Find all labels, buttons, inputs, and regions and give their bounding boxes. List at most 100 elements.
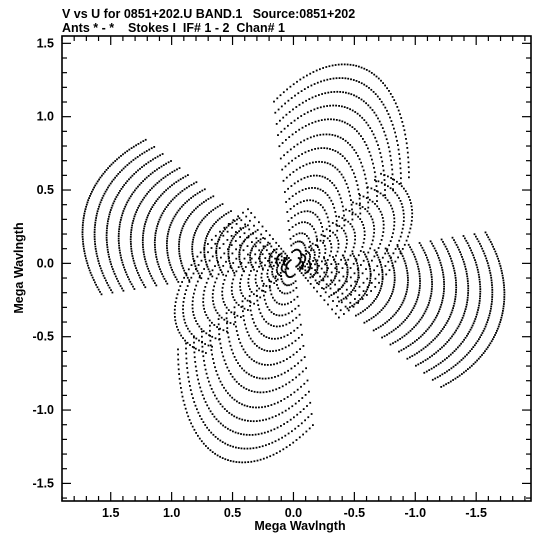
uv-point <box>98 262 100 265</box>
uv-point <box>411 212 414 215</box>
uv-point <box>461 256 463 258</box>
uv-point <box>338 105 340 107</box>
uv-point <box>466 353 468 356</box>
uv-point <box>388 269 391 271</box>
uv-point <box>465 305 468 308</box>
uv-point <box>348 190 350 193</box>
uv-point <box>159 216 162 219</box>
uv-point <box>372 221 375 224</box>
uv-point <box>394 131 396 134</box>
uv-point <box>264 264 266 267</box>
uv-point <box>400 182 402 185</box>
uv-point <box>183 297 186 299</box>
uv-point <box>95 252 98 255</box>
uv-point <box>296 295 299 298</box>
uv-point <box>260 272 263 275</box>
uv-point <box>328 225 331 227</box>
uv-point <box>95 217 97 219</box>
uv-point <box>249 288 251 291</box>
uv-point <box>350 93 353 96</box>
uv-point <box>286 258 288 261</box>
uv-point <box>186 367 189 369</box>
uv-point <box>416 339 418 341</box>
uv-point <box>284 313 287 316</box>
uv-point <box>314 231 317 234</box>
uv-point <box>210 349 213 351</box>
uv-point <box>209 449 212 452</box>
uv-point <box>300 178 303 181</box>
uv-point <box>339 136 342 139</box>
uv-point <box>462 357 465 360</box>
uv-point <box>178 373 180 375</box>
uv-point <box>342 91 344 94</box>
uv-point <box>253 268 255 271</box>
uv-point <box>183 318 186 321</box>
uv-point <box>361 246 364 248</box>
uv-point <box>347 92 350 95</box>
uv-point <box>124 205 127 208</box>
uv-point <box>398 324 401 327</box>
uv-point <box>89 195 91 197</box>
uv-point <box>403 260 406 262</box>
uv-point <box>147 214 149 217</box>
uv-point <box>430 341 433 343</box>
uv-point <box>382 82 384 84</box>
uv-point <box>341 105 343 108</box>
uv-point <box>261 315 264 318</box>
uv-point <box>314 187 316 189</box>
uv-point <box>277 255 279 258</box>
uv-point <box>269 254 272 256</box>
uv-point <box>501 312 504 315</box>
uv-point <box>118 223 121 226</box>
uv-point <box>266 364 269 366</box>
uv-point <box>124 182 127 184</box>
uv-point <box>144 194 147 197</box>
uv-point <box>422 249 425 252</box>
uv-point <box>503 300 505 303</box>
uv-point <box>269 264 272 266</box>
uv-point <box>481 247 484 250</box>
uv-point <box>344 305 347 308</box>
uv-point <box>328 65 331 68</box>
uv-point <box>385 273 388 276</box>
uv-point <box>214 452 216 455</box>
uv-point <box>166 247 168 249</box>
uv-point <box>482 330 485 332</box>
x-tick-label: 1.5 <box>102 506 119 520</box>
uv-point <box>330 250 332 253</box>
uv-point <box>354 289 357 292</box>
uv-point <box>210 226 213 229</box>
uv-point <box>243 257 246 260</box>
uv-point <box>147 191 150 193</box>
uv-point <box>293 119 296 122</box>
axis-tick-labels: 1.5 1.0 0.5 0.0 -0.5 -1.0 -1.51.51.00.50.0-0.5… <box>32 36 487 520</box>
uv-point <box>376 95 379 98</box>
uv-point <box>379 210 382 213</box>
uv-point <box>247 285 250 287</box>
uv-point <box>488 269 491 272</box>
uv-point <box>165 280 167 283</box>
uv-point <box>82 221 84 224</box>
uv-point <box>254 261 257 264</box>
uv-point <box>390 177 392 179</box>
uv-point <box>144 178 146 181</box>
uv-point <box>453 331 456 334</box>
uv-point <box>130 283 133 286</box>
uv-point <box>406 284 409 286</box>
uv-point <box>464 310 466 313</box>
uv-point <box>479 285 482 288</box>
uv-point <box>218 338 221 340</box>
uv-point <box>128 197 131 200</box>
y-axis-label: Mega Wavlngth <box>12 222 26 313</box>
uv-point <box>310 247 313 250</box>
uv-point <box>232 430 234 433</box>
uv-point <box>320 222 322 224</box>
uv-point <box>100 269 103 272</box>
uv-point <box>362 195 365 198</box>
uv-point <box>347 309 350 312</box>
uv-point <box>301 267 304 270</box>
uv-point <box>259 241 262 244</box>
uv-point <box>95 214 98 217</box>
uv-point <box>304 256 307 259</box>
uv-point <box>225 226 228 229</box>
